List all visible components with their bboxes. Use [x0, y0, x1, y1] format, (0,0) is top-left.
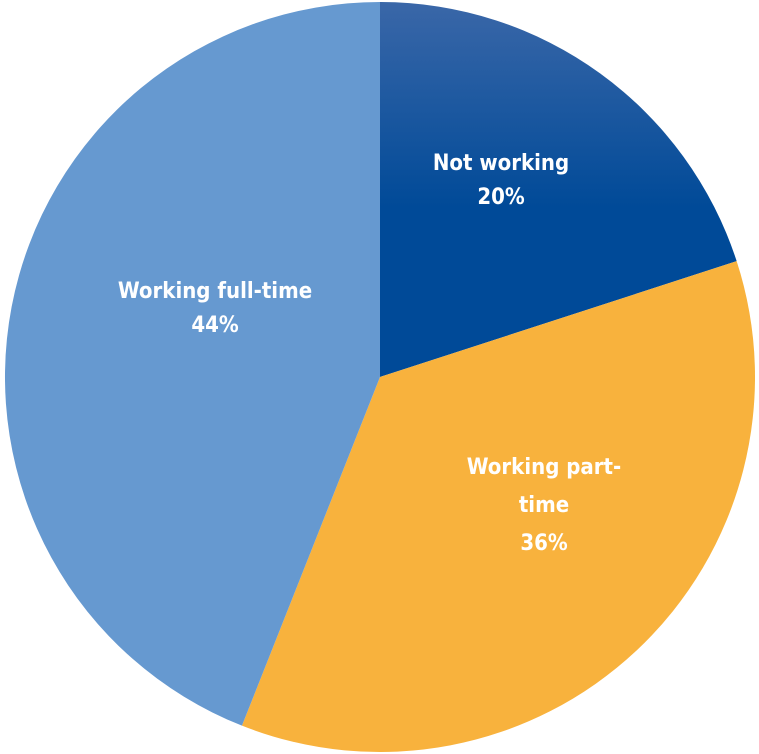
slice-value-label: 20%	[477, 185, 525, 210]
slice-label: Working full-time 44%	[118, 279, 312, 338]
slice-value-label: 36%	[520, 531, 568, 556]
slice-name-label: Not working	[433, 151, 569, 176]
slice-name-label: Working full-time	[118, 279, 312, 304]
slice-label: Working part-time 36%	[467, 455, 621, 556]
pie-slice	[380, 2, 737, 377]
slice-label: Not working 20%	[433, 151, 569, 210]
slices-layer	[4, 1, 756, 753]
slice-name-label: time	[519, 493, 569, 518]
slice-value-label: 44%	[191, 313, 239, 338]
pie-slice	[4, 1, 381, 726]
labels-layer: Not working 20%Working part-time 36%Workin…	[118, 151, 621, 556]
slice-name-label: Working part-	[467, 455, 621, 480]
pie-slice	[241, 261, 756, 753]
